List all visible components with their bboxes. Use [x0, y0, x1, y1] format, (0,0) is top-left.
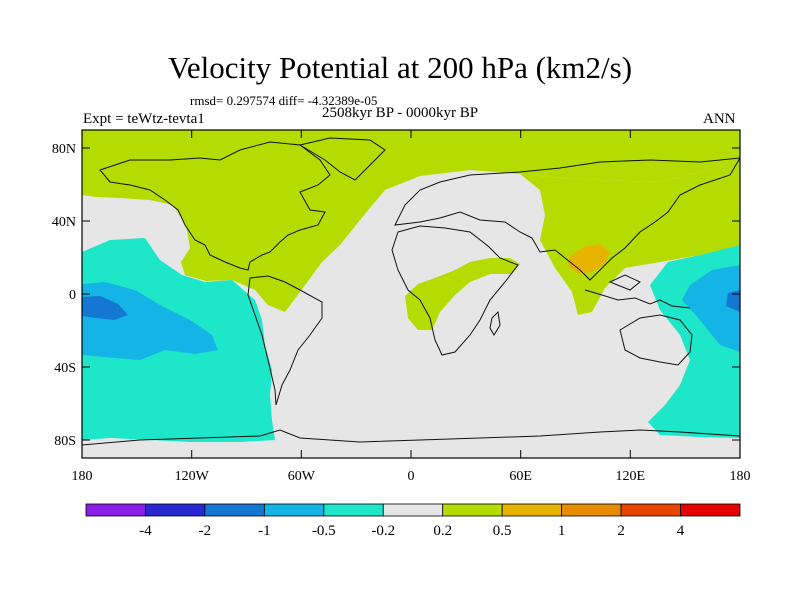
- colorbar-swatch: [382, 503, 444, 517]
- negative-max-west-pacific: [726, 290, 740, 312]
- coast-maritime-continent: [584, 274, 691, 309]
- season-label: ANN: [703, 111, 736, 127]
- axis-ticks: [81, 130, 741, 458]
- contour-fill-layer: [82, 130, 740, 458]
- colorbar-label: 0.2: [433, 523, 452, 539]
- coast-madagascar: [489, 310, 501, 336]
- x-tick-label: 0: [408, 469, 415, 484]
- colorbar-swatch: [145, 503, 206, 517]
- coast-australia: [619, 314, 693, 366]
- colorbar-label: -0.2: [371, 523, 395, 539]
- negative-core-east-pacific: [82, 282, 218, 360]
- y-tick-labels: 80N 40N 0 40S 80S: [52, 142, 76, 449]
- colorbar-swatch: [561, 503, 622, 517]
- y-tick-label: 40S: [54, 361, 76, 376]
- colorbar-label: 2: [617, 523, 625, 539]
- colorbar-label: -1: [258, 523, 271, 539]
- coast-africa: [391, 225, 519, 356]
- x-tick-label: 180: [72, 469, 93, 484]
- negative-core-west-pacific: [682, 265, 740, 352]
- x-tick-label: 60W: [288, 469, 316, 484]
- x-tick-label: 180: [730, 469, 751, 484]
- colorbar: [85, 503, 741, 517]
- map-title: Velocity Potential at 200 hPa (km2/s): [167, 50, 633, 85]
- colorbar-label: -0.5: [312, 523, 336, 539]
- x-tick-label: 60E: [509, 469, 532, 484]
- positive-region-africa: [405, 258, 520, 330]
- colorbar-labels: -4 -2 -1 -0.5 -0.2 0.2 0.5 1 2 4: [139, 523, 685, 539]
- y-tick-label: 0: [69, 288, 76, 303]
- coast-antarctica: [82, 429, 740, 458]
- positive-max-southeast-asia: [568, 244, 610, 274]
- positive-region-north-america: [82, 130, 740, 312]
- y-tick-label: 40N: [52, 215, 76, 230]
- colorbar-swatch: [323, 503, 384, 517]
- colorbar-swatch: [204, 503, 265, 517]
- period-label: 2508kyr BP - 0000kyr BP: [321, 105, 479, 121]
- coast-south-america: [247, 275, 323, 406]
- colorbar-swatch: [680, 503, 741, 517]
- y-tick-label: 80S: [54, 434, 76, 449]
- coastlines: [82, 137, 740, 458]
- coast-north-america: [99, 141, 331, 271]
- colorbar-swatch: [620, 503, 681, 517]
- negative-max-east-pacific: [82, 296, 128, 320]
- x-tick-label: 120W: [175, 469, 210, 484]
- colorbar-swatch: [501, 503, 563, 517]
- coast-greenland: [298, 137, 386, 181]
- y-tick-label: 80N: [52, 142, 76, 157]
- colorbar-swatch: [85, 503, 146, 517]
- colorbar-swatch: [442, 503, 503, 517]
- x-tick-labels: 180 120W 60W 0 60E 120E 180: [72, 469, 751, 484]
- colorbar-label: -4: [139, 523, 152, 539]
- colorbar-label: 1: [558, 523, 566, 539]
- coast-eurasia: [394, 157, 740, 281]
- colorbar-swatch: [263, 503, 325, 517]
- positive-region-asia: [520, 160, 740, 315]
- x-tick-label: 120E: [616, 469, 646, 484]
- colorbar-label: -2: [199, 523, 212, 539]
- experiment-label: Expt = teWtz-tevta1: [83, 111, 205, 127]
- colorbar-label: 4: [677, 523, 685, 539]
- stats-text: rmsd= 0.297574 diff= -4.32389e-05: [190, 93, 378, 108]
- colorbar-label: 0.5: [493, 523, 512, 539]
